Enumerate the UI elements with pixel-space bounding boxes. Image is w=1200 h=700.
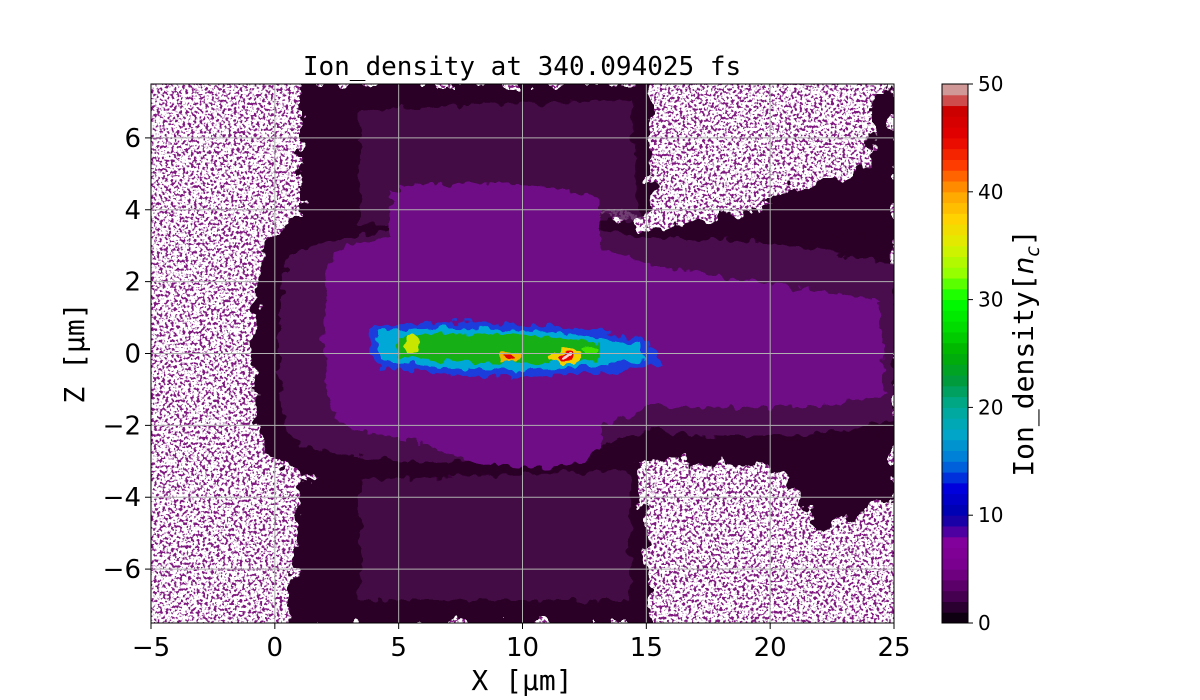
x-axis-label: X [μm] [471,664,572,697]
colorbar-band [942,418,968,430]
channel-green [395,333,600,364]
colorbar-tick-label: 10 [978,503,1003,527]
y-tick-label: 4 [124,196,141,226]
y-axis-ticks: −6 −4 −2 0 2 4 6 [103,124,151,585]
grid-lines [150,84,895,623]
colorbar-band [942,569,968,581]
colorbar-label-close: ] [1007,229,1040,246]
purple-upper-bulge [390,183,600,260]
colorbar-label: Ion_density[nc] [1007,229,1044,476]
purple-lower-bulge [400,420,600,468]
colorbar-band [942,84,968,96]
colorbar-band [942,159,968,171]
y-axis-label: Z [μm] [58,302,91,403]
colorbar-band [942,407,968,419]
y-tick-label: −2 [103,411,141,441]
colorbar-band [942,525,968,538]
colorbar-frame [941,83,969,624]
x-tick-label: 0 [267,633,284,663]
spot-x11-8-peak [564,355,570,359]
colorbar-band [942,353,968,365]
colorbar-ticks: 0 10 20 30 40 50 [968,72,1003,635]
colorbar-band [942,375,968,387]
dark-purple-lower [360,470,630,600]
colorbar-band [942,299,968,311]
y-tick-label: −4 [103,483,141,513]
colorbar-band [942,181,968,193]
x-tick-label: −5 [132,633,170,663]
colorbar-band [942,137,968,150]
colorbar-band [942,558,968,570]
colorbar-tick-label: 50 [978,72,1003,96]
colorbar-band [942,504,968,516]
colorbar-band [942,331,968,344]
colorbar-band [942,202,968,214]
halo-top-right-strip [870,88,894,210]
x-tick-label: 10 [506,633,539,663]
plot-area: −5 0 5 10 15 20 25 −6 −4 −2 0 2 4 6 [103,83,911,663]
colorbar-band [942,148,968,160]
spot-x9-6-core [504,354,516,362]
colorbar-band [942,127,968,139]
colorbar-band [942,288,968,301]
colorbar-tick-label: 20 [978,395,1003,419]
colorbar: 0 10 20 30 40 50 Ion_density[nc] [941,72,1044,635]
colorbar-tick-label: 30 [978,288,1003,312]
colorbar-tick-label: 40 [978,180,1003,204]
halo-right-upper [760,160,894,240]
colorbar-band [942,493,968,505]
colorbar-band [942,450,968,462]
colorbar-band [942,396,968,408]
colorbar-label-unit-sub: c [1022,246,1044,257]
chart-title: Ion_density at 340.094025 fs [303,52,741,82]
spot-x5-6 [405,334,421,352]
colorbar-band [942,267,968,279]
colorbar-band [942,94,968,107]
colorbar-band [942,385,968,398]
colorbar-band [942,439,968,452]
colorbar-band [942,547,968,559]
colorbar-label-unit: n [1007,257,1040,275]
colorbar-band [942,428,968,441]
y-tick-label: −6 [103,555,141,585]
colorbar-band [942,234,968,247]
x-tick-label: 25 [877,633,910,663]
colorbar-band [942,342,968,354]
y-tick-label: 6 [124,124,141,154]
x-tick-label: 20 [754,633,787,663]
spot-green-x12-8 [582,346,598,354]
colorbar-band [942,310,968,322]
colorbar-band [942,213,968,225]
halo-right-lower [760,430,894,530]
colorbar-band [942,461,968,473]
colorbar-band [942,321,968,333]
colorbar-label-text: Ion_density[ [1007,274,1041,476]
x-tick-label: 5 [390,633,407,663]
colorbar-band [942,590,968,602]
colorbar-band [942,116,968,128]
colorbar-band [942,482,968,495]
y-tick-label: 0 [124,340,141,370]
colorbar-band [942,612,968,624]
colorbar-bands [942,84,968,624]
colorbar-band [942,472,968,484]
colorbar-band [942,224,968,236]
colorbar-band [942,364,968,376]
colorbar-band [942,105,968,117]
colorbar-band [942,191,968,204]
colorbar-band [942,536,968,549]
colorbar-tick-label: 0 [978,611,991,635]
colorbar-band [942,170,968,182]
y-tick-label: 2 [124,268,141,298]
colorbar-band [942,579,968,592]
colorbar-band [942,515,968,527]
colorbar-band [942,256,968,268]
x-axis-ticks: −5 0 5 10 15 20 25 [132,623,911,663]
colorbar-band [942,278,968,290]
x-tick-label: 15 [630,633,663,663]
colorbar-band [942,601,968,613]
colorbar-band [942,245,968,257]
